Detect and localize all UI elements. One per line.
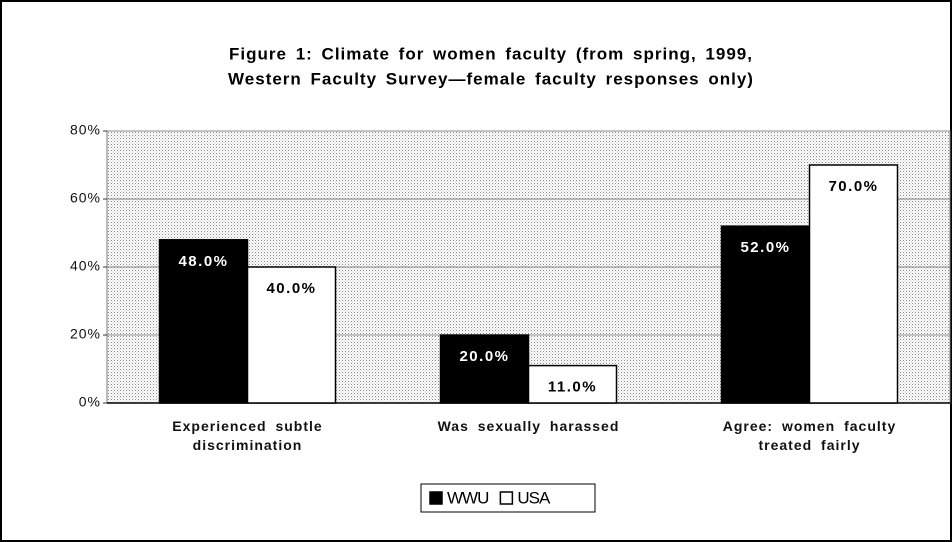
y-tick-label: 20% bbox=[70, 326, 101, 342]
bar bbox=[527, 364, 618, 404]
bar bbox=[246, 266, 337, 404]
data-label: 70.0% bbox=[828, 178, 878, 195]
legend-swatch bbox=[499, 491, 514, 505]
y-tick-label: 60% bbox=[70, 190, 101, 206]
legend-label: USA bbox=[517, 488, 551, 507]
x-tick-label: Was sexually harassed bbox=[437, 418, 620, 434]
y-tick-label: 0% bbox=[79, 394, 101, 410]
data-label: 11.0% bbox=[548, 379, 597, 396]
y-tick-label: 40% bbox=[70, 258, 101, 274]
bar bbox=[439, 334, 530, 404]
data-label: 48.0% bbox=[178, 253, 228, 270]
chart-title: Western Faculty Survey—female faculty re… bbox=[228, 69, 754, 88]
bar bbox=[720, 225, 811, 404]
chart-title: Figure 1: Climate for women faculty (fro… bbox=[229, 44, 753, 63]
data-label: 40.0% bbox=[266, 280, 316, 297]
legend-swatch bbox=[429, 491, 443, 505]
data-label: 20.0% bbox=[459, 348, 509, 365]
bar bbox=[808, 164, 899, 404]
y-tick-label: 80% bbox=[70, 122, 101, 138]
legend-label: WWU bbox=[447, 488, 488, 507]
x-tick-label: Experienced subtle discrimination bbox=[172, 418, 323, 453]
data-label: 52.0% bbox=[740, 239, 790, 256]
x-tick-label: Agree: women faculty treated fairly bbox=[722, 418, 897, 453]
